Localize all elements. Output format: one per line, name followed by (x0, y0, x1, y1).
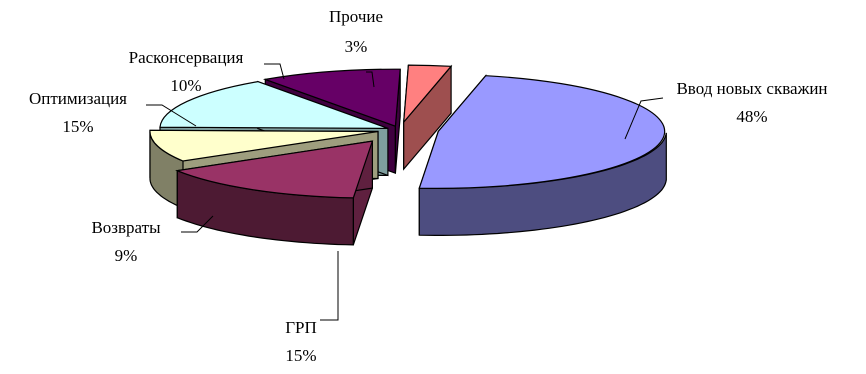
leader-line-4 (146, 104, 197, 127)
slice-2 (175, 140, 374, 246)
slice-label-6: Прочие (329, 7, 383, 26)
leader-line-3 (181, 215, 214, 233)
slice-label-1: Ввод новых скважин (676, 79, 827, 98)
leader-line-2 (320, 251, 339, 321)
slice-1-top (418, 75, 666, 189)
slice-value-5: 10% (170, 76, 201, 95)
slice-value-6: 3% (345, 37, 368, 56)
slice-value-4: 15% (62, 117, 93, 136)
slice-label-4: Оптимизация (29, 89, 127, 108)
slice-1-side (418, 132, 667, 236)
leader-line-6 (366, 71, 375, 88)
slice-value-1: 48% (736, 107, 767, 126)
slice-label-2: ГРП (285, 318, 317, 337)
slice-label-5: Расконсервация (129, 48, 244, 67)
slice-6-top (402, 64, 453, 124)
slice-3-top (149, 129, 379, 162)
slice-1 (418, 74, 667, 236)
slice-6 (402, 64, 453, 171)
slice-5-top (262, 68, 401, 128)
slice-value-3: 9% (115, 246, 138, 265)
slice-label-3: Возвраты (91, 218, 161, 237)
leader-line-1 (624, 97, 664, 140)
slice-4-top (159, 80, 389, 129)
slice-2-top (175, 140, 374, 199)
leader-line-5 (264, 63, 285, 80)
slice-value-2: 15% (285, 346, 316, 365)
